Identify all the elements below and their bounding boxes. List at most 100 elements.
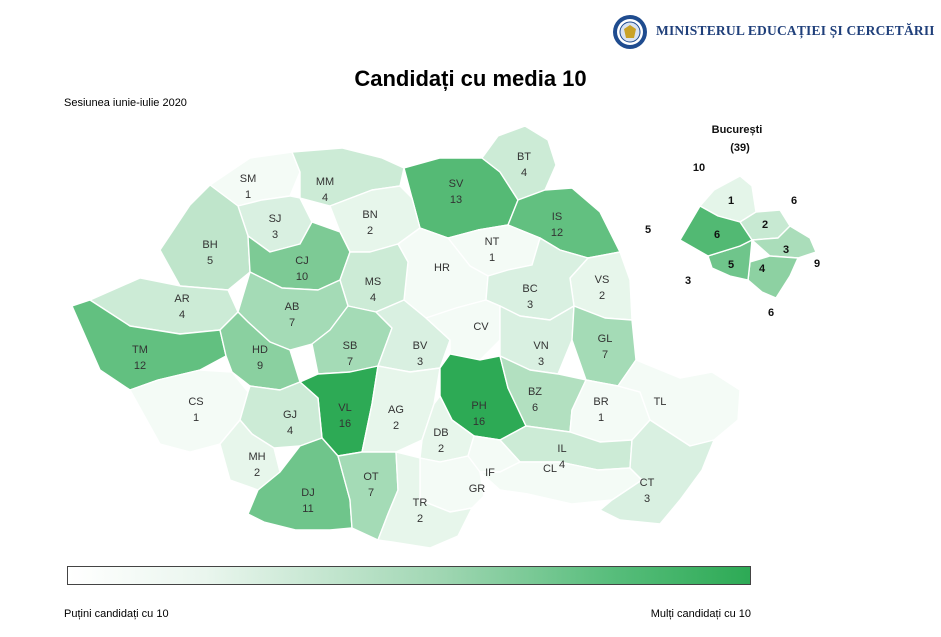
bucharest-sector-number: 5 xyxy=(728,259,734,271)
county-code-label: MS xyxy=(365,276,382,288)
legend-gradient-bar xyxy=(67,566,751,585)
county-code-label: SV xyxy=(449,178,464,190)
county-value-label: 16 xyxy=(339,418,351,430)
county-value-label: 10 xyxy=(296,271,308,283)
county-value-label: 7 xyxy=(347,356,353,368)
county-bt xyxy=(481,125,557,201)
county-code-label: CT xyxy=(640,477,655,489)
county-code-label: MM xyxy=(316,176,334,188)
county-code-label: SJ xyxy=(269,213,282,225)
county-value-label: 13 xyxy=(450,194,462,206)
bucharest-sector-count: 10 xyxy=(693,162,705,174)
county-value-label: 2 xyxy=(393,420,399,432)
county-value-label: 11 xyxy=(302,503,313,515)
county-value-label: 4 xyxy=(521,167,527,179)
bucharest-sector-4 xyxy=(747,255,799,299)
county-value-label: 12 xyxy=(134,360,146,372)
bucharest-sector-count: 6 xyxy=(791,195,797,207)
county-value-label: 7 xyxy=(602,349,608,361)
county-code-label: NT xyxy=(485,236,500,248)
county-value-label: 1 xyxy=(245,189,251,201)
county-code-label: TR xyxy=(413,497,428,509)
county-value-label: 16 xyxy=(473,416,485,428)
county-value-label: 4 xyxy=(370,292,376,304)
county-code-label: VS xyxy=(595,274,610,286)
bucharest-sector-number: 4 xyxy=(759,263,766,275)
legend-high-label: Mulți candidați cu 10 xyxy=(650,608,751,620)
county-code-label: BN xyxy=(362,209,377,221)
bucharest-total: (39) xyxy=(730,142,750,154)
county-code-label: TM xyxy=(132,344,148,356)
county-mh xyxy=(219,419,281,491)
county-code-label: CJ xyxy=(295,255,308,267)
bucharest-sector-count: 6 xyxy=(768,307,774,319)
county-code-label: TL xyxy=(654,396,667,408)
county-value-label: 2 xyxy=(599,290,605,302)
county-value-label: 7 xyxy=(289,317,295,329)
ministry-name: MINISTERUL EDUCAȚIEI ȘI CERCETĂRII xyxy=(656,23,935,38)
bucharest-sector-number: 3 xyxy=(783,244,789,256)
county-code-label: MH xyxy=(248,451,265,463)
county-code-label: IL xyxy=(557,443,566,455)
county-value-label: 1 xyxy=(598,412,604,424)
county-value-label: 3 xyxy=(538,356,544,368)
county-code-label: BT xyxy=(517,151,531,163)
county-value-label: 3 xyxy=(527,299,533,311)
bucharest-sector-number: 2 xyxy=(762,219,768,231)
county-code-label: IF xyxy=(485,467,495,479)
county-code-label: GR xyxy=(469,483,486,495)
bucharest-sector-6 xyxy=(679,205,753,257)
county-value-label: 4 xyxy=(287,425,293,437)
county-code-label: BH xyxy=(202,239,217,251)
county-cl xyxy=(479,461,643,505)
map-subtitle: Sesiunea iunie-iulie 2020 xyxy=(64,97,187,109)
county-value-label: 9 xyxy=(257,360,263,372)
county-code-label: OT xyxy=(363,471,379,483)
bucharest-sector-count: 3 xyxy=(685,275,691,287)
county-value-label: 7 xyxy=(368,487,374,499)
county-code-label: BZ xyxy=(528,386,542,398)
county-code-label: SM xyxy=(240,173,257,185)
county-code-label: DJ xyxy=(301,487,314,499)
county-code-label: HD xyxy=(252,344,268,356)
county-value-label: 3 xyxy=(272,229,278,241)
county-value-label: 3 xyxy=(644,493,650,505)
county-value-label: 12 xyxy=(551,227,563,239)
county-value-label: 2 xyxy=(367,225,373,237)
county-code-label: SB xyxy=(343,340,358,352)
county-value-label: 4 xyxy=(322,192,328,204)
county-code-label: BC xyxy=(522,283,537,295)
legend-low-label: Puțini candidați cu 10 xyxy=(64,608,169,620)
county-value-label: 4 xyxy=(179,309,185,321)
county-value-label: 2 xyxy=(438,443,444,455)
county-code-label: HR xyxy=(434,262,450,274)
county-value-label: 5 xyxy=(207,255,213,267)
county-value-label: 3 xyxy=(417,356,423,368)
county-code-label: AR xyxy=(174,293,189,305)
county-code-label: BR xyxy=(593,396,608,408)
county-vn xyxy=(499,305,575,375)
county-value-label: 4 xyxy=(559,459,565,471)
county-code-label: DB xyxy=(433,427,448,439)
county-value-label: 2 xyxy=(417,513,423,525)
county-code-label: GL xyxy=(598,333,613,345)
bucharest-sector-number: 6 xyxy=(714,229,720,241)
bucharest-sector-count: 9 xyxy=(814,258,820,270)
county-code-label: VL xyxy=(338,402,351,414)
county-code-label: GJ xyxy=(283,409,297,421)
county-code-label: AG xyxy=(388,404,404,416)
county-value-label: 1 xyxy=(193,412,199,424)
county-code-label: CV xyxy=(473,321,489,333)
bucharest-sector-number: 1 xyxy=(728,195,734,207)
county-code-label: PH xyxy=(471,400,486,412)
county-value-label: 2 xyxy=(254,467,260,479)
county-value-label: 1 xyxy=(489,252,495,264)
bucharest-sector-count: 5 xyxy=(645,224,651,236)
county-tl xyxy=(617,359,741,447)
county-code-label: IS xyxy=(552,211,562,223)
county-code-label: BV xyxy=(413,340,428,352)
county-value-label: 6 xyxy=(532,402,538,414)
county-code-label: VN xyxy=(533,340,548,352)
county-code-label: CL xyxy=(543,463,557,475)
